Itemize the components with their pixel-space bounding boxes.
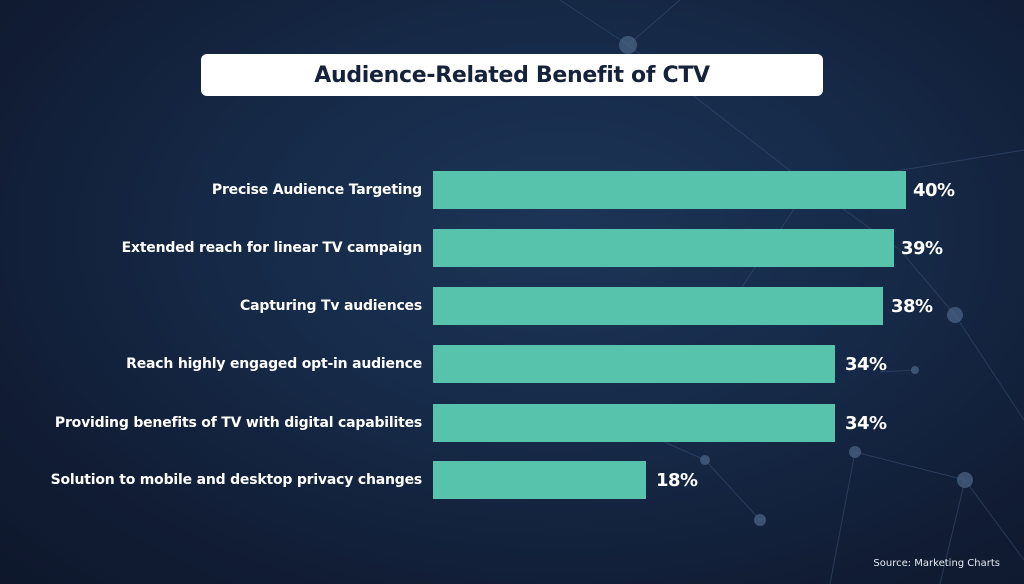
bar-value: 40%	[913, 180, 955, 201]
bar-value: 34%	[845, 354, 887, 375]
bar-label: Capturing Tv audiences	[240, 298, 422, 314]
bar-value: 39%	[901, 238, 943, 259]
bar-row: Precise Audience Targeting 40%	[0, 171, 1024, 209]
bar	[433, 404, 835, 442]
bar	[433, 287, 883, 325]
bar-value: 38%	[891, 296, 933, 317]
source-note: Source: Marketing Charts	[873, 558, 1000, 569]
bar-label: Solution to mobile and desktop privacy c…	[50, 472, 423, 488]
bar-row: Providing benefits of TV with digital ca…	[0, 404, 1024, 442]
bar-label: Providing benefits of TV with digital ca…	[54, 415, 422, 431]
bar	[433, 229, 894, 267]
bar-label: Precise Audience Targeting	[211, 182, 422, 198]
bar-value: 18%	[656, 470, 698, 491]
bar-label: Reach highly engaged opt-in audience	[126, 356, 422, 372]
chart-title: Audience-Related Benefit of CTV	[314, 62, 710, 88]
bar	[433, 461, 646, 499]
bar-label: Extended reach for linear TV campaign	[121, 240, 423, 256]
bar-row: Extended reach for linear TV campaign 39…	[0, 229, 1024, 267]
bar	[433, 345, 835, 383]
bar	[433, 171, 906, 209]
bar-row: Reach highly engaged opt-in audience 34%	[0, 345, 1024, 383]
bar-row: Solution to mobile and desktop privacy c…	[0, 461, 1024, 499]
chart-title-box: Audience-Related Benefit of CTV	[201, 54, 823, 96]
bar-row: Capturing Tv audiences 38%	[0, 287, 1024, 325]
bar-value: 34%	[845, 413, 887, 434]
